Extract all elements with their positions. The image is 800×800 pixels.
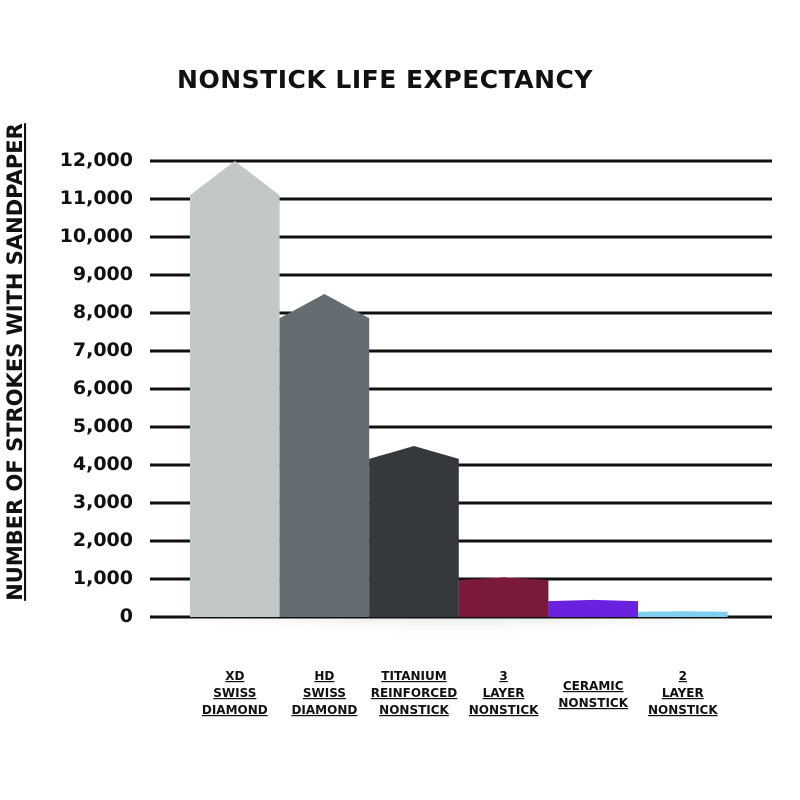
- y-tick-label: 11,000: [60, 187, 133, 209]
- bar: [279, 294, 370, 617]
- x-tick-label: 2: [679, 669, 687, 683]
- x-tick-label: NONSTICK: [648, 703, 718, 717]
- x-tick-label: 3: [499, 669, 507, 683]
- chart-title: NONSTICK LIFE EXPECTANCY: [177, 65, 593, 94]
- x-tick-labels: XD SWISS DIAMOND HD SWISS DIAMOND TITANIUM REIN…: [202, 669, 718, 717]
- x-tick-label: SWISS: [213, 686, 256, 700]
- x-tick-label: CERAMIC: [563, 679, 624, 693]
- y-tick-label: 12,000: [60, 149, 133, 171]
- x-tick-label: TITANIUM: [381, 669, 446, 683]
- bar: [458, 577, 549, 617]
- x-tick-label: NONSTICK: [558, 696, 628, 710]
- x-tick-label: REINFORCED: [371, 686, 458, 700]
- x-tick-label: DIAMOND: [291, 703, 357, 717]
- bars: [190, 161, 728, 617]
- y-tick-label: 0: [120, 605, 133, 627]
- y-tick-label: 1,000: [73, 567, 133, 589]
- x-tick-label: HD: [314, 669, 334, 683]
- y-tick-label: 3,000: [73, 491, 133, 513]
- y-tick-label: 6,000: [73, 377, 133, 399]
- y-axis-label: NUMBER OF STROKES WITH SANDPAPER: [3, 123, 27, 601]
- bar: [548, 599, 638, 617]
- bar: [190, 161, 280, 617]
- x-tick-label: XD: [225, 669, 244, 683]
- x-tick-label: NONSTICK: [469, 703, 539, 717]
- bar: [638, 611, 728, 617]
- y-tick-label: 9,000: [73, 263, 133, 285]
- y-tick-label: 4,000: [73, 453, 133, 475]
- y-tick-label: 8,000: [73, 301, 133, 323]
- y-tick-label: 7,000: [73, 339, 133, 361]
- x-tick-label: DIAMOND: [202, 703, 268, 717]
- y-tick-label: 5,000: [73, 415, 133, 437]
- y-tick-label: 10,000: [60, 225, 133, 247]
- x-tick-label: LAYER: [662, 686, 704, 700]
- x-tick-label: LAYER: [483, 686, 525, 700]
- x-tick-label: NONSTICK: [379, 703, 449, 717]
- bar: [369, 446, 459, 617]
- x-tick-label: SWISS: [303, 686, 346, 700]
- y-tick-labels: 0 1,000 2,000 3,000 4,000 5,000 6,000 7,000 8,00…: [60, 149, 133, 627]
- y-tick-label: 2,000: [73, 529, 133, 551]
